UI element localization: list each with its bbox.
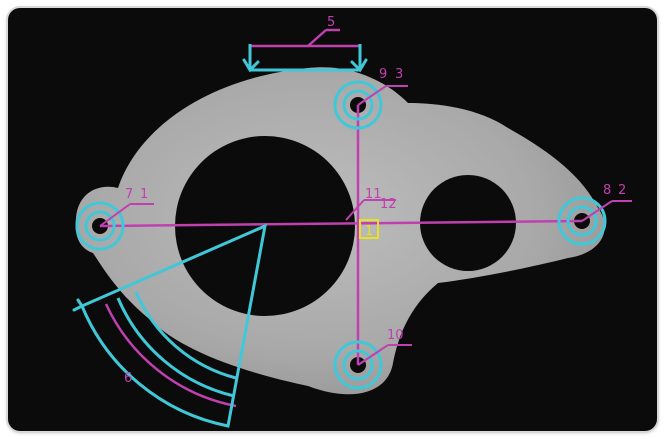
- center-leader: [345, 199, 365, 221]
- arc-6-label: 6: [124, 371, 132, 386]
- dim-5-leader: [307, 29, 327, 47]
- dim-5-right-arrow: [350, 58, 368, 73]
- arc-sector-inner-2[interactable]: [116, 297, 235, 398]
- bottom-hole-ring-outer[interactable]: [333, 340, 383, 390]
- center-label-b: 12: [380, 197, 397, 212]
- center-label-a: 11: [365, 187, 382, 202]
- right-hole-label-b: 2: [618, 183, 626, 198]
- top-hole-label-b: 3: [395, 67, 403, 82]
- left-hole-label-a: 7: [125, 187, 133, 202]
- bottom-hole-leader: [357, 344, 389, 366]
- top-hole-ring-inner[interactable]: [342, 89, 374, 121]
- arc-sector-inner-1[interactable]: [134, 291, 237, 380]
- left-hole-ring-outer[interactable]: [75, 201, 125, 251]
- bottom-hole-label: 10: [387, 328, 404, 343]
- dim-5-left-arrow: [242, 58, 260, 73]
- right-hole-ring-outer[interactable]: [557, 196, 607, 246]
- bore-arc-fit[interactable]: [104, 303, 237, 408]
- inspection-viewport[interactable]: 5 9 3 7 1 8 2 11 12 1 10 6: [8, 8, 657, 431]
- origin-marker[interactable]: [359, 219, 379, 239]
- top-hole-leader: [357, 85, 387, 106]
- origin-label: 1: [365, 224, 373, 239]
- left-hole-leader: [99, 203, 131, 227]
- arc-sector-tool[interactable]: [80, 223, 267, 428]
- left-hole-label-b: 1: [140, 187, 148, 202]
- left-hole-ring-inner[interactable]: [84, 210, 116, 242]
- right-hole-label-a: 8: [603, 183, 611, 198]
- horizontal-axis-line[interactable]: [99, 219, 583, 228]
- bottom-hole-ring-inner[interactable]: [342, 349, 374, 381]
- top-hole-ring-outer[interactable]: [333, 80, 383, 130]
- right-hole-leader: [581, 200, 613, 222]
- right-hole-ring-inner[interactable]: [566, 205, 598, 237]
- dim-5-label: 5: [327, 15, 335, 30]
- top-hole-label-a: 9: [379, 67, 387, 82]
- sector-arrow: [72, 298, 85, 312]
- measurement-canvas[interactable]: 5 9 3 7 1 8 2 11 12 1 10 6: [8, 8, 657, 431]
